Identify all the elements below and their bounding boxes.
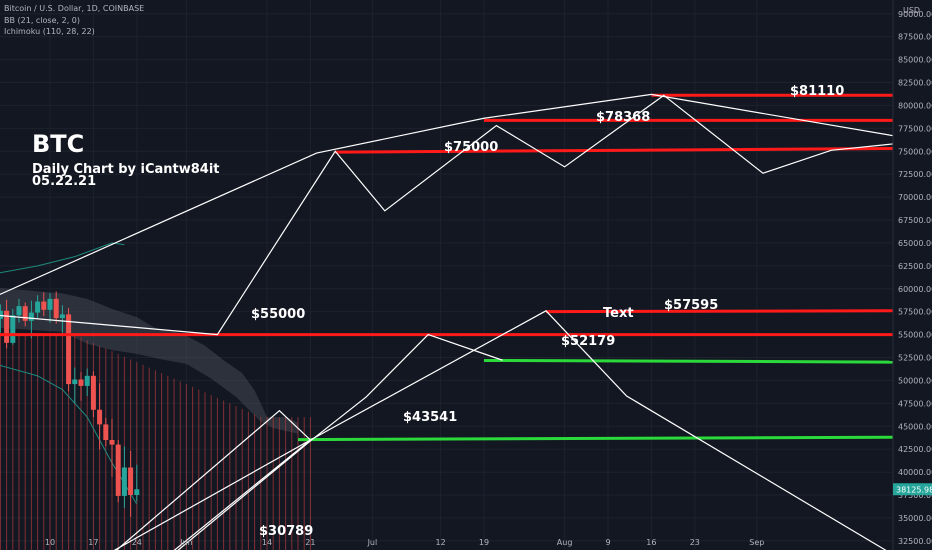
- x-tick-label: 14: [262, 538, 272, 547]
- volume-bars: [0, 334, 311, 550]
- y-tick-label: 67500.00: [898, 216, 932, 225]
- time-axis: 10 17 24 Jun 14 21 Jul 12 19 Aug 9 16 23 Sep: [45, 538, 764, 547]
- drawing-mid-rising-2: [173, 310, 887, 550]
- y-tick-label: 35000.00: [898, 514, 932, 523]
- currency-label: USD: [903, 6, 921, 15]
- annotation-date: 05.22.21: [32, 174, 97, 189]
- x-tick-label: Aug: [557, 538, 573, 547]
- level-line-57595: [545, 309, 894, 314]
- ichimoku-cloud: [0, 287, 298, 434]
- cloud-area: [0, 287, 298, 434]
- y-tick-label: 52500.00: [898, 354, 932, 363]
- candle-body: [22, 306, 28, 321]
- horizontal-levels: [0, 93, 894, 442]
- level-line-52179: [483, 358, 894, 364]
- candle-body: [66, 314, 72, 385]
- candle-body: [41, 301, 47, 310]
- y-tick-label: 90000.00: [898, 10, 932, 19]
- candle-body: [84, 375, 90, 386]
- last-price-tag: [893, 483, 932, 496]
- level-label-78368: $78368: [596, 110, 651, 125]
- y-tick-label: 45000.00: [898, 422, 932, 431]
- candle-body: [134, 489, 140, 495]
- annotation-subtitle: Daily Chart by iCantw84it: [32, 162, 220, 177]
- candle-body: [28, 312, 34, 321]
- y-tick-label: 37500.00: [898, 491, 932, 500]
- y-tick-label: 85000.00: [898, 56, 932, 65]
- y-tick-label: 65000.00: [898, 239, 932, 248]
- symbol-line: Bitcoin / U.S. Dollar, 1D, COINBASE: [4, 4, 145, 13]
- level-line-75000: [335, 147, 894, 154]
- y-tick-label: 72500.00: [898, 170, 932, 179]
- candle-body: [109, 440, 115, 445]
- candle-body: [35, 301, 41, 313]
- x-tick-label: 23: [690, 538, 700, 547]
- annotation-title: BTC: [32, 130, 85, 158]
- drawing-upper-zigzag: [0, 94, 894, 336]
- x-tick-label: Jul: [367, 538, 378, 547]
- price-axis: 90000.00 87500.00 85000.00 82500.00 80000.00…: [893, 10, 932, 546]
- y-tick-label: 80000.00: [898, 101, 932, 110]
- level-label-55000: $55000: [251, 307, 306, 322]
- x-tick-label: 9: [605, 538, 610, 547]
- candle-body: [59, 314, 65, 319]
- y-tick-label: 62500.00: [898, 262, 932, 271]
- level-label-75000: $75000: [444, 140, 499, 155]
- y-tick-label: 47500.00: [898, 399, 932, 408]
- candle-body: [10, 315, 16, 343]
- bb-indicator-line[interactable]: BB (21, close, 2, 0): [4, 16, 80, 25]
- x-tick-label: 24: [132, 538, 142, 547]
- price-axis-panel[interactable]: [893, 0, 932, 550]
- candle-body: [128, 467, 134, 495]
- annotation-text: Text: [603, 306, 634, 321]
- last-price-label: 38125.98: [896, 485, 932, 494]
- y-tick-label: 75000.00: [898, 147, 932, 156]
- candlesticks: [0, 291, 140, 517]
- y-tick-label: 77500.00: [898, 124, 932, 133]
- x-tick-label: 10: [45, 538, 55, 547]
- candle-body: [16, 306, 22, 316]
- candle-body: [90, 375, 96, 410]
- level-label-43541: $43541: [403, 410, 458, 425]
- candle-body: [78, 379, 84, 386]
- grid-lines: [0, 0, 893, 550]
- candle-body: [103, 424, 109, 440]
- drawing-lower-triangle: [113, 409, 312, 550]
- x-tick-label: 12: [436, 538, 446, 547]
- annotation-30789: $30789: [259, 524, 314, 539]
- x-tick-label: Jun: [179, 538, 193, 547]
- x-tick-label: 21: [305, 538, 315, 547]
- y-tick-label: 87500.00: [898, 33, 932, 42]
- level-label-57595: $57595: [664, 298, 719, 313]
- candle-body: [0, 310, 3, 319]
- candle-body: [4, 310, 10, 343]
- candle-body: [97, 409, 103, 425]
- candle-body: [121, 467, 127, 496]
- y-tick-label: 60000.00: [898, 285, 932, 294]
- y-tick-label: 32500.00: [898, 537, 932, 546]
- level-label-81110: $81110: [790, 84, 845, 99]
- y-tick-label: 42500.00: [898, 445, 932, 454]
- y-tick-label: 55000.00: [898, 331, 932, 340]
- x-tick-label: 17: [88, 538, 98, 547]
- y-tick-label: 82500.00: [898, 79, 932, 88]
- drawing-mid-rising-1: [177, 333, 503, 550]
- drawing-upper-channel-top: [0, 93, 894, 296]
- x-tick-label: Sep: [749, 538, 764, 547]
- x-tick-label: 16: [646, 538, 656, 547]
- y-tick-label: 50000.00: [898, 376, 932, 385]
- y-tick-label: 40000.00: [898, 468, 932, 477]
- x-tick-label: 19: [479, 538, 489, 547]
- y-tick-label: 57500.00: [898, 308, 932, 317]
- candle-body: [115, 444, 121, 496]
- candle-body: [72, 379, 78, 385]
- ichimoku-indicator-line[interactable]: Ichimoku (110, 28, 22): [4, 27, 95, 36]
- y-tick-label: 70000.00: [898, 193, 932, 202]
- trend-drawings: [0, 93, 894, 550]
- candle-body: [53, 298, 59, 319]
- level-line-43541: [297, 435, 894, 442]
- level-label-52179: $52179: [561, 334, 616, 349]
- candle-body: [47, 298, 53, 310]
